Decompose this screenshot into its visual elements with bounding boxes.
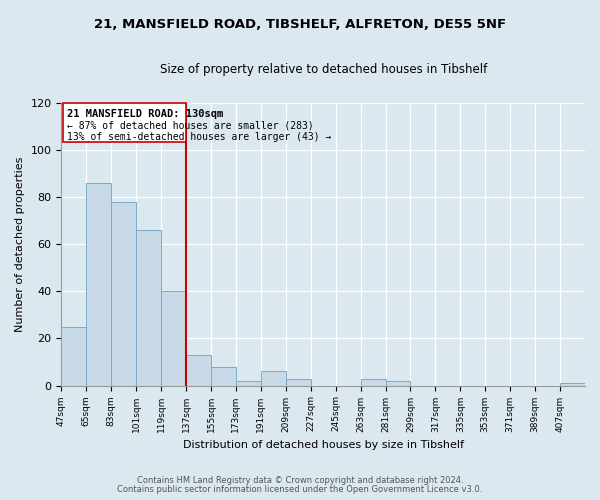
Bar xyxy=(286,378,311,386)
Bar xyxy=(261,372,286,386)
Bar xyxy=(211,366,236,386)
Bar xyxy=(111,202,136,386)
Text: Contains HM Land Registry data © Crown copyright and database right 2024.: Contains HM Land Registry data © Crown c… xyxy=(137,476,463,485)
Bar xyxy=(560,383,585,386)
Bar xyxy=(186,355,211,386)
Text: ← 87% of detached houses are smaller (283): ← 87% of detached houses are smaller (28… xyxy=(67,120,314,130)
X-axis label: Distribution of detached houses by size in Tibshelf: Distribution of detached houses by size … xyxy=(183,440,464,450)
Bar xyxy=(236,381,261,386)
Bar xyxy=(361,378,386,386)
Bar xyxy=(161,292,186,386)
Bar xyxy=(386,381,410,386)
Text: 21, MANSFIELD ROAD, TIBSHELF, ALFRETON, DE55 5NF: 21, MANSFIELD ROAD, TIBSHELF, ALFRETON, … xyxy=(94,18,506,30)
Bar xyxy=(86,183,111,386)
Text: Contains public sector information licensed under the Open Government Licence v3: Contains public sector information licen… xyxy=(118,485,482,494)
Y-axis label: Number of detached properties: Number of detached properties xyxy=(15,156,25,332)
Bar xyxy=(61,326,86,386)
Bar xyxy=(136,230,161,386)
Title: Size of property relative to detached houses in Tibshelf: Size of property relative to detached ho… xyxy=(160,62,487,76)
FancyBboxPatch shape xyxy=(64,103,186,142)
Text: 13% of semi-detached houses are larger (43) →: 13% of semi-detached houses are larger (… xyxy=(67,132,332,142)
Text: 21 MANSFIELD ROAD: 130sqm: 21 MANSFIELD ROAD: 130sqm xyxy=(67,109,223,119)
